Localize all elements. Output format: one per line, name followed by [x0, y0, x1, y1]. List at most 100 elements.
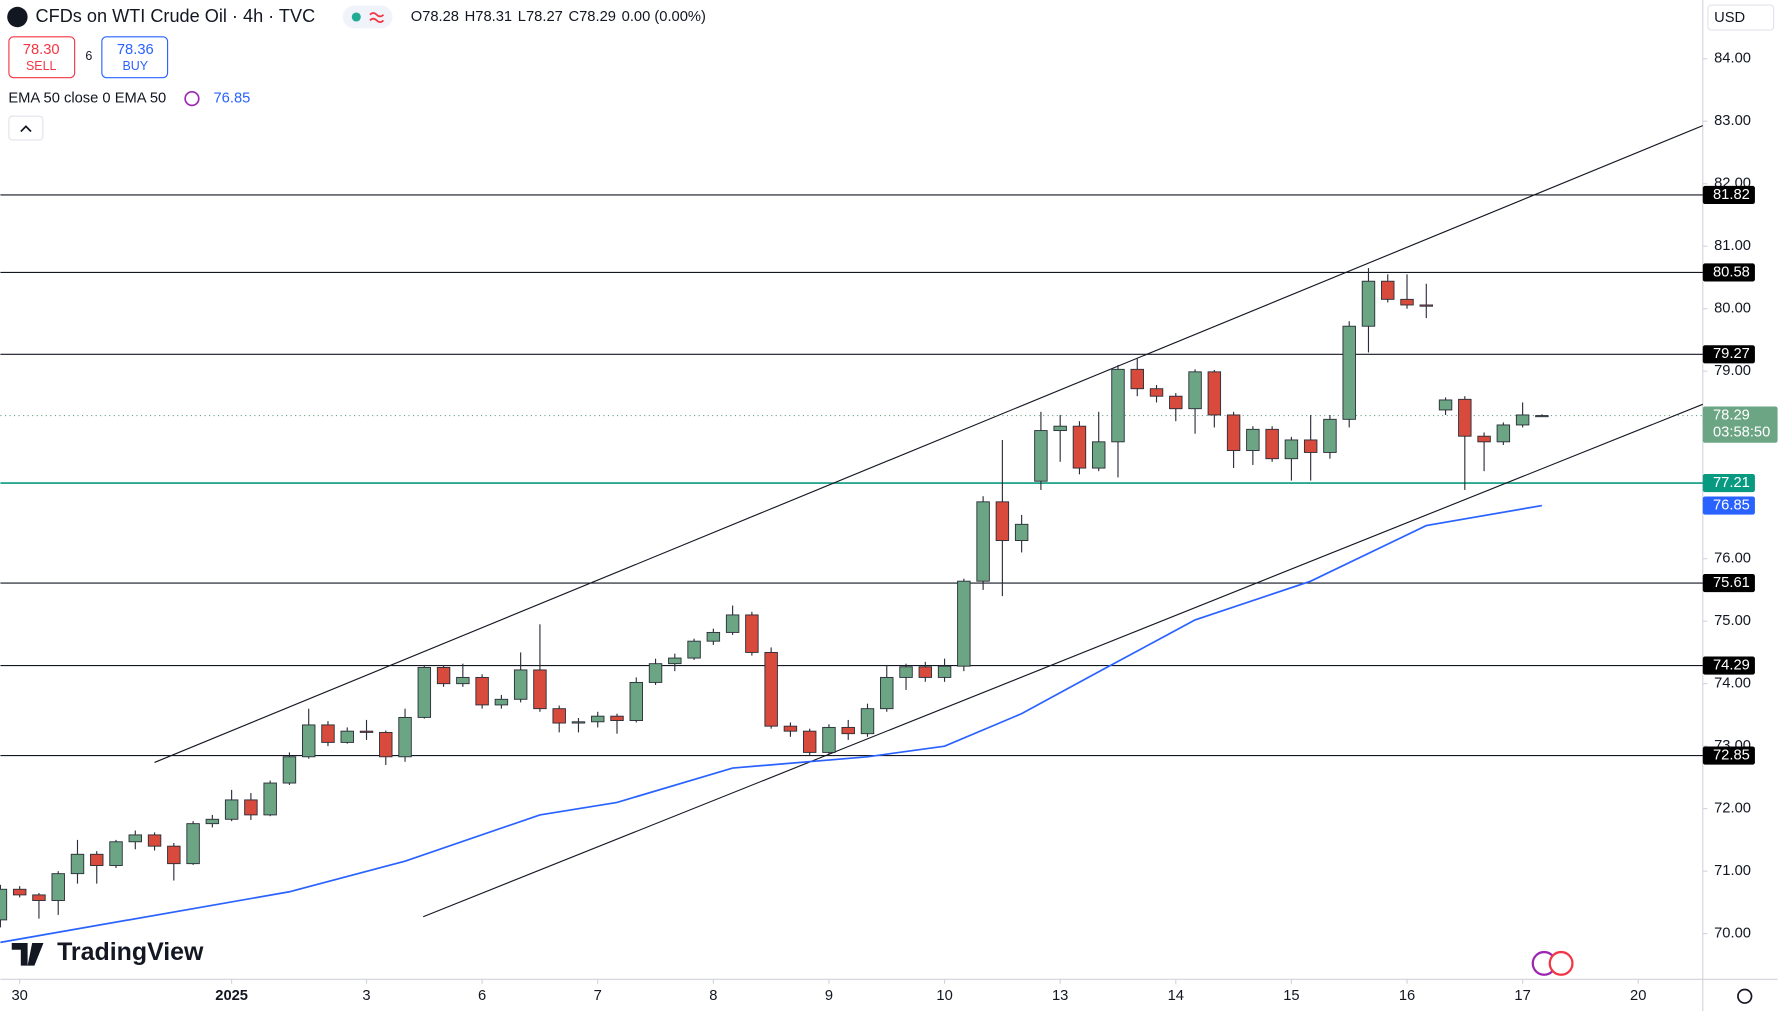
ohlc-value: H78.31 [465, 9, 512, 25]
candle-body [571, 721, 586, 724]
candle-body [1053, 425, 1067, 432]
level-label-bg [1702, 345, 1755, 364]
candle-body [1342, 325, 1356, 420]
y-tick-label: 74.00 [1714, 676, 1751, 692]
x-tick-label: 6 [478, 988, 486, 1004]
candle-body [417, 666, 432, 718]
level-label: 74.29 [1713, 657, 1750, 673]
candle-body [398, 716, 412, 758]
candle-body [1515, 414, 1530, 426]
candle-body [802, 730, 817, 753]
currency: USD [1714, 10, 1745, 26]
candle-body [1246, 428, 1260, 452]
candle-body [1130, 368, 1144, 390]
y-tick-label: 79.00 [1714, 363, 1751, 379]
candle-body [1419, 304, 1433, 307]
ohlc-legend: O78.28 H78.31 L78.27 C78.29 0.00 (0.00%) [411, 9, 706, 25]
x-tick-label: 14 [1168, 988, 1184, 1004]
currency-box[interactable] [1707, 4, 1775, 31]
candle-body [1535, 415, 1549, 418]
y-tick-label: 71.00 [1714, 863, 1751, 879]
status-dot [351, 12, 361, 22]
y-tick-label: 75.00 [1714, 613, 1751, 629]
candle-body [340, 730, 354, 743]
x-tick-label: 30 [11, 988, 27, 1004]
candle-body [90, 853, 104, 866]
candle-body [880, 676, 894, 710]
candle-body [1149, 388, 1164, 397]
x-tick-label: 9 [825, 988, 833, 1004]
y-tick-label: 83.00 [1714, 113, 1751, 129]
candle-body [1207, 371, 1222, 416]
candle-body [301, 724, 316, 758]
candle-body [957, 580, 971, 667]
candle-body [610, 715, 624, 721]
candle-body [533, 669, 547, 710]
buy-button[interactable] [101, 36, 169, 79]
y-tick-label: 84.00 [1714, 51, 1751, 67]
trendline [154, 125, 1704, 763]
y-tick-label: 72.00 [1714, 801, 1751, 817]
sell-button[interactable] [8, 36, 76, 79]
candle-body [1188, 371, 1202, 410]
ema-icon[interactable] [184, 90, 200, 107]
last-price-label: 78.29 [1713, 407, 1750, 423]
sell-price: 78.30 [23, 42, 60, 58]
candle-body [706, 631, 721, 642]
ema-line [0, 504, 1543, 944]
ohlc-value: C78.29 [568, 9, 615, 25]
candle-body [51, 873, 65, 901]
x-tick-label: 2025 [215, 988, 248, 1004]
candle-body [263, 782, 277, 816]
x-tick-label: 13 [1052, 988, 1068, 1004]
status-pill[interactable] [342, 5, 393, 29]
sell-label: SELL [26, 59, 57, 73]
candle-body [552, 708, 566, 724]
symbol-icon [7, 6, 28, 28]
candle-body [1111, 368, 1125, 443]
last-price-label-countdown: 03:58:50 [1713, 424, 1770, 440]
candle-body [1400, 298, 1414, 306]
level-label: 80.58 [1713, 264, 1750, 280]
buy-price: 78.36 [117, 42, 154, 58]
candle-body [1477, 435, 1491, 443]
candle-body [1496, 424, 1511, 443]
candle-body [1072, 425, 1087, 469]
candle-body [494, 698, 509, 706]
ema-legend: EMA 50 close 0 EMA 50 [8, 90, 166, 106]
candle-body [205, 818, 220, 825]
candle-body [128, 834, 143, 843]
x-tick-label: 17 [1514, 988, 1530, 1004]
candle-body [282, 756, 297, 784]
candle-body [841, 726, 855, 735]
candle-body [436, 666, 451, 685]
event-icon[interactable] [1548, 950, 1574, 976]
settings-icon[interactable] [1737, 988, 1753, 1004]
collapse-button[interactable] [8, 115, 44, 141]
candle-body [1169, 395, 1183, 410]
candle-body [629, 681, 643, 721]
ohlc-value: L78.27 [518, 9, 563, 25]
candle-body [1284, 439, 1299, 460]
x-tick-label: 10 [936, 988, 952, 1004]
candle-body [918, 666, 933, 678]
candle-body [109, 841, 123, 866]
x-tick-label: 8 [709, 988, 717, 1004]
candle-body [1458, 398, 1472, 437]
candle-body [995, 501, 1010, 542]
ema-label: 76.85 [1713, 497, 1750, 513]
x-tick-label: 3 [362, 988, 370, 1004]
candle-body [668, 657, 682, 665]
x-tick-label: 15 [1283, 988, 1299, 1004]
level-label-bg [1702, 185, 1755, 205]
candle-body [0, 888, 8, 921]
candle-body [167, 845, 181, 865]
candle-body [822, 726, 836, 753]
chevron [20, 125, 32, 133]
level-label: 77.21 [1713, 475, 1750, 491]
candle-body [1381, 280, 1395, 300]
candle-body [1323, 418, 1337, 453]
